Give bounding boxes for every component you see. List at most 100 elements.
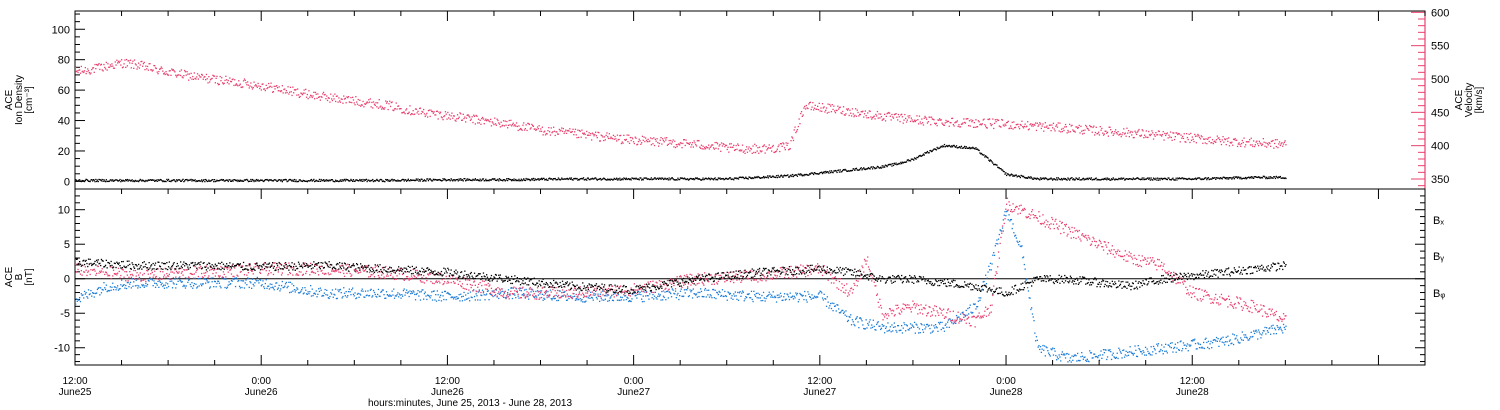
density-series-point bbox=[830, 172, 832, 174]
density-series-point bbox=[842, 169, 845, 171]
velocity-series-point bbox=[987, 118, 989, 120]
by-series-point bbox=[1241, 331, 1243, 333]
by-series-point bbox=[645, 295, 647, 297]
velocity-series-point bbox=[419, 107, 421, 110]
bz-series-point bbox=[112, 275, 114, 277]
by-series-point bbox=[877, 321, 879, 323]
velocity-series-point bbox=[1096, 133, 1098, 135]
velocity-series-point bbox=[933, 119, 935, 121]
velocity-series-point bbox=[219, 75, 221, 78]
by-series-point bbox=[307, 291, 309, 293]
by-series-point bbox=[128, 286, 130, 288]
b-tick-label: 5 bbox=[64, 239, 70, 251]
by-series-point bbox=[262, 280, 264, 282]
by-series-point bbox=[859, 317, 861, 319]
velocity-series-point bbox=[565, 129, 567, 131]
by-series-point bbox=[1078, 360, 1080, 362]
density-series-point bbox=[153, 179, 155, 181]
density-series-point bbox=[535, 179, 537, 181]
velocity-series-point bbox=[1212, 142, 1214, 145]
by-series-point bbox=[1102, 354, 1104, 356]
density-series-point bbox=[188, 179, 190, 181]
density-series-point bbox=[1231, 178, 1233, 180]
density-series-point bbox=[1062, 178, 1064, 180]
velocity-series-point bbox=[641, 142, 643, 144]
velocity-series-point bbox=[432, 112, 434, 114]
density-series-point bbox=[504, 180, 506, 182]
velocity-series-point bbox=[606, 132, 608, 134]
by-series-point bbox=[219, 285, 221, 287]
by-series-point bbox=[653, 298, 655, 300]
density-series-point bbox=[989, 159, 992, 161]
by-series-point bbox=[229, 283, 231, 286]
velocity-series-point bbox=[1236, 145, 1239, 148]
by-series-point bbox=[542, 299, 544, 301]
bz-series-point bbox=[154, 276, 157, 278]
density-series-point bbox=[869, 168, 871, 170]
density-series-point bbox=[314, 180, 316, 183]
density-series-point bbox=[352, 180, 354, 182]
density-series-point bbox=[618, 179, 620, 181]
density-series-point bbox=[381, 179, 383, 181]
bz-series-point bbox=[90, 269, 92, 271]
by-series-point bbox=[1266, 327, 1268, 329]
bz-series-point bbox=[343, 272, 345, 275]
density-series-point bbox=[1256, 176, 1258, 178]
by-series-point bbox=[789, 292, 791, 294]
velocity-series-point bbox=[501, 125, 503, 127]
velocity-series-point bbox=[1111, 131, 1113, 133]
velocity-series-point bbox=[255, 84, 257, 86]
density-series-point bbox=[207, 180, 209, 182]
by-series-point bbox=[283, 286, 285, 289]
by-series-point bbox=[532, 289, 534, 291]
velocity-series-point bbox=[454, 119, 456, 121]
by-series-point bbox=[901, 332, 904, 334]
by-series-point bbox=[607, 300, 609, 302]
density-series-point bbox=[175, 181, 177, 183]
velocity-series-point bbox=[1002, 124, 1004, 126]
velocity-series-point bbox=[210, 78, 212, 80]
by-series-point bbox=[729, 292, 732, 295]
b-tick-label: -10 bbox=[54, 343, 70, 355]
velocity-series-point bbox=[736, 148, 738, 150]
by-series-point bbox=[1250, 331, 1252, 333]
by-series-point bbox=[452, 296, 454, 298]
velocity-series-point bbox=[1136, 131, 1139, 133]
density-series-point bbox=[231, 179, 233, 181]
velocity-series-point bbox=[1261, 144, 1263, 147]
velocity-series-point bbox=[156, 71, 158, 73]
density-series-point bbox=[238, 180, 241, 182]
by-series-point bbox=[103, 282, 105, 284]
by-series-point bbox=[117, 285, 119, 287]
bz-series-point bbox=[116, 274, 118, 276]
by-series-point bbox=[1028, 297, 1030, 299]
density-series-point bbox=[339, 179, 342, 181]
velocity-series-point bbox=[814, 104, 816, 106]
by-series-point bbox=[649, 293, 651, 295]
by-series-point bbox=[745, 296, 747, 298]
density-series-point bbox=[1022, 175, 1025, 177]
density-series-point bbox=[350, 178, 352, 181]
velocity-series-point bbox=[943, 124, 945, 126]
density-series-point bbox=[1141, 177, 1143, 179]
density-series-point bbox=[965, 146, 967, 148]
velocity-series-point bbox=[474, 123, 476, 125]
bz-series-point bbox=[228, 267, 230, 269]
velocity-series-point bbox=[253, 81, 255, 83]
velocity-series-point bbox=[1110, 129, 1112, 131]
velocity-series-point bbox=[1039, 122, 1041, 124]
velocity-series-point bbox=[226, 79, 228, 81]
velocity-series-point bbox=[959, 126, 961, 128]
velocity-series-point bbox=[136, 68, 138, 70]
by-series-point bbox=[377, 293, 379, 296]
velocity-series-point bbox=[1055, 125, 1057, 127]
density-series-point bbox=[104, 180, 106, 182]
by-series-point bbox=[431, 299, 434, 301]
by-series-point bbox=[397, 292, 399, 294]
density-series-point bbox=[152, 179, 154, 181]
by-series-point bbox=[1084, 356, 1086, 358]
density-series-point bbox=[1004, 173, 1006, 175]
velocity-series-point bbox=[731, 146, 733, 148]
by-series-point bbox=[1232, 333, 1234, 335]
by-series-point bbox=[1096, 356, 1098, 358]
